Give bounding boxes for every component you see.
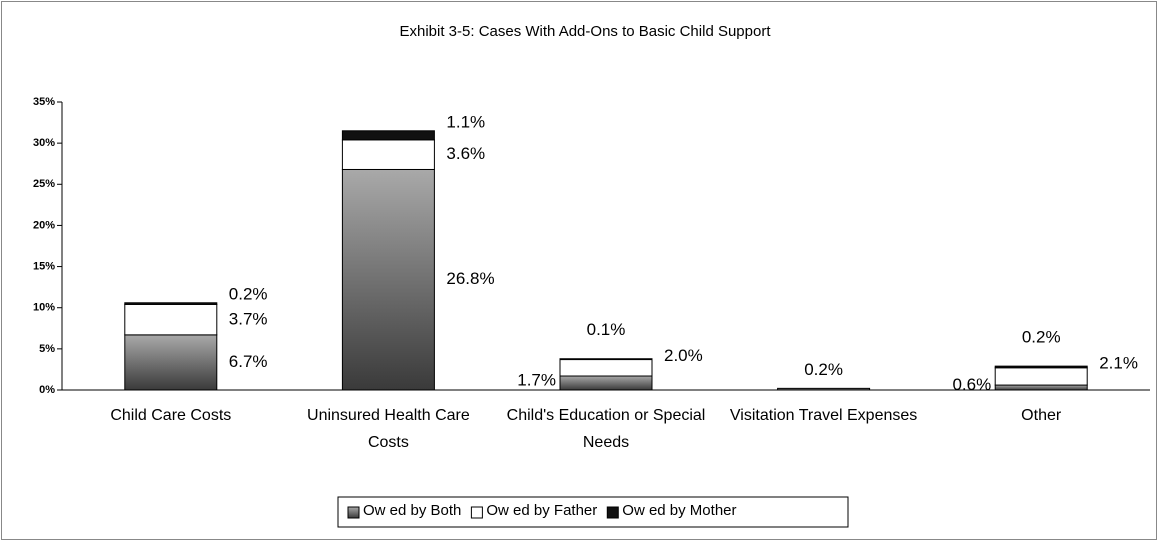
- legend-swatch: [470, 506, 483, 519]
- data-label: 2.1%: [1099, 354, 1138, 373]
- data-label: 3.7%: [229, 309, 268, 328]
- data-label: 6.7%: [229, 352, 268, 371]
- chart-title: Exhibit 3-5: Cases With Add-Ons to Basic…: [399, 23, 771, 40]
- y-tick-label: 0%: [39, 384, 55, 396]
- bar-segment: [124, 334, 218, 391]
- bar-segment: [341, 139, 435, 170]
- y-tick-label: 5%: [39, 343, 55, 355]
- data-label: 2.0%: [664, 346, 703, 365]
- data-label: 0.6%: [952, 375, 991, 394]
- bar-segment: [124, 302, 218, 305]
- bar-segment: [559, 375, 653, 391]
- data-label: 0.2%: [804, 360, 843, 379]
- legend-swatch: [606, 506, 619, 519]
- bar-segment: [994, 384, 1088, 391]
- data-label: 1.1%: [446, 112, 485, 131]
- x-tick-label: Uninsured Health Care Costs: [307, 407, 470, 451]
- data-label: 26.8%: [446, 269, 494, 288]
- bar-segment: [559, 358, 653, 361]
- y-tick-label: 20%: [33, 219, 55, 231]
- bar-segment: [341, 130, 435, 141]
- y-tick-label: 15%: [33, 260, 55, 272]
- legend-swatch: [347, 506, 360, 519]
- y-tick-label: 10%: [33, 302, 55, 314]
- x-tick-label: Child's Education or Special Needs: [506, 407, 706, 451]
- x-tick-label: Child Care Costs: [110, 407, 232, 424]
- legend-label: Ow ed by Both: [363, 502, 461, 519]
- x-tick-label: Other: [1021, 407, 1062, 424]
- x-tick-label: Visitation Travel Expenses: [729, 407, 918, 424]
- bar-segment: [994, 367, 1088, 386]
- data-label: 3.6%: [446, 144, 485, 163]
- bar-segment: [994, 365, 1088, 369]
- bar-segment: [124, 303, 218, 336]
- bar-segment: [559, 359, 653, 377]
- bar-segment: [341, 168, 435, 391]
- data-label: 0.1%: [587, 320, 626, 339]
- y-tick-label: 30%: [33, 137, 55, 149]
- legend-label: Ow ed by Father: [486, 502, 597, 519]
- bar-segment: [777, 387, 871, 391]
- legend-box: [337, 496, 849, 528]
- data-label: 0.2%: [229, 284, 268, 303]
- data-label: 0.2%: [1022, 328, 1061, 347]
- y-tick-label: 25%: [33, 178, 55, 190]
- y-tick-label: 35%: [33, 96, 55, 108]
- data-label: 1.7%: [517, 370, 556, 389]
- legend-label: Ow ed by Mother: [622, 502, 736, 519]
